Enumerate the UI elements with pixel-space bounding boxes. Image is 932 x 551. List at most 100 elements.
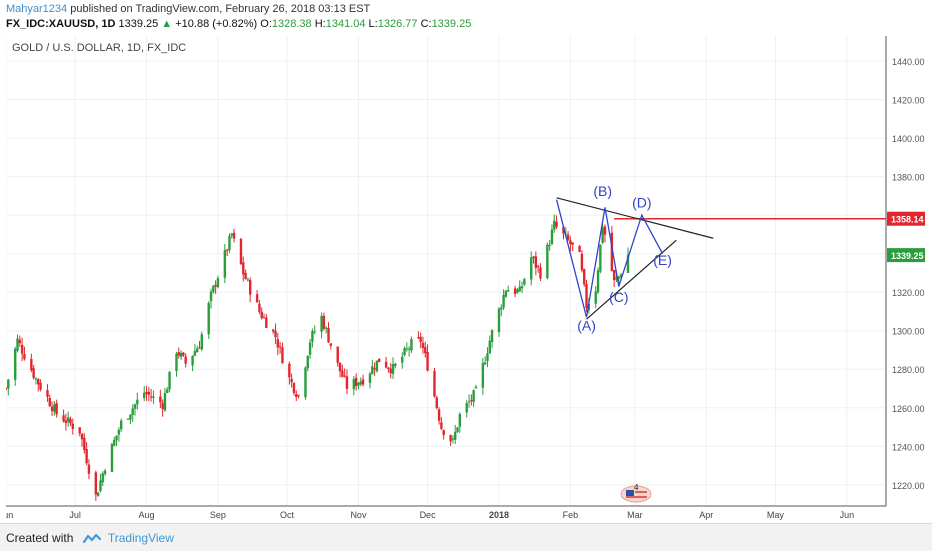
x-tick-label: 2018 [489, 510, 509, 520]
candle-body [242, 262, 245, 275]
candle-body [209, 291, 213, 302]
candle-body [516, 289, 519, 293]
candle-body [23, 353, 26, 360]
flag-icon[interactable]: 4 [620, 483, 652, 503]
candle-body [601, 227, 604, 243]
wave-label: (C) [609, 289, 628, 305]
price-chart[interactable]: (A) (B) (C) (D) (E) 1220.00 1240.00 1260.00 128… [0, 36, 926, 523]
candle-body [518, 286, 521, 292]
candle-body [290, 378, 293, 383]
candle-body [497, 308, 501, 333]
candle-body [96, 492, 100, 497]
last-price-label: 1339.25 [891, 251, 924, 261]
candle-body [612, 270, 616, 281]
candle-body [311, 331, 314, 342]
candle-body [486, 353, 489, 362]
x-tick-label: Apr [699, 510, 713, 520]
x-tick-label: Jul [69, 510, 81, 520]
candle-body [580, 253, 584, 271]
candle-body [500, 307, 503, 310]
candle-body [361, 379, 365, 385]
candle-body [329, 343, 333, 346]
candle-body [504, 290, 508, 297]
candle-body [615, 277, 618, 280]
y-tick-label: 1400.00 [892, 134, 925, 144]
svg-text:4: 4 [634, 483, 639, 492]
chart-background [6, 36, 926, 523]
candle-body [467, 401, 471, 403]
candle-body [83, 437, 86, 451]
candle-body [198, 347, 201, 349]
y-tick-label: 1320.00 [892, 288, 925, 298]
chart-area[interactable]: (A) (B) (C) (D) (E) 1220.00 1240.00 1260.00 128… [0, 36, 926, 523]
chart-title: GOLD / U.S. DOLLAR, 1D, FX_IDC [12, 42, 186, 54]
candle-body [232, 232, 236, 239]
published-text: published on TradingView.com, February 2… [70, 3, 371, 15]
candle-body [368, 373, 372, 383]
candle-body [410, 338, 413, 351]
candle-body [562, 226, 565, 234]
candle-body [451, 438, 455, 440]
candle-body [182, 352, 185, 356]
candle-body [539, 267, 542, 279]
candle-body [546, 244, 549, 279]
candle-body [449, 435, 452, 442]
candle-body [384, 361, 388, 368]
candle-body [78, 427, 81, 434]
candle-body [626, 254, 630, 274]
candle-body [200, 334, 204, 350]
candle-body [308, 342, 312, 355]
candle-body [585, 283, 588, 309]
resistance-price-tag [887, 211, 925, 226]
candle-body [336, 346, 339, 363]
y-tick-label: 1300.00 [892, 327, 925, 337]
candle-body [214, 284, 217, 287]
candle-body [50, 406, 54, 412]
y-tick-label: 1420.00 [892, 96, 925, 106]
lower-trendline [586, 239, 677, 320]
publisher-line: Mahyar1234 published on TradingView.com,… [6, 3, 370, 15]
author-link[interactable]: Mahyar1234 [6, 3, 68, 15]
candle-body [292, 383, 296, 394]
candle-body [594, 291, 597, 304]
x-tick-label: Jun [840, 510, 855, 520]
candle-body [69, 419, 72, 424]
candle-body [62, 415, 65, 422]
tradingview-logo-icon [82, 533, 101, 543]
candle-body [230, 233, 233, 236]
wave-path [555, 199, 664, 318]
candle-body [583, 269, 586, 285]
candle-body [617, 276, 620, 279]
candle-body [437, 409, 441, 421]
candle-body [103, 470, 107, 474]
candle-body [456, 427, 459, 432]
candle-body [184, 356, 187, 364]
candle-body [248, 280, 252, 295]
x-tick-label: Dec [420, 510, 437, 520]
candle-body [483, 362, 487, 365]
wave-label: (E) [653, 252, 672, 268]
candles [4, 214, 630, 501]
candle-body [295, 394, 298, 397]
candle-body [212, 285, 215, 292]
candle-body [216, 278, 220, 288]
candle-body [113, 439, 116, 446]
candle-body [196, 348, 199, 353]
candle-body [465, 403, 468, 413]
candle-body [359, 381, 362, 385]
candle-body [168, 371, 171, 390]
candle-body [371, 366, 374, 375]
open-label: O: [260, 18, 272, 30]
candle-body [48, 398, 51, 407]
close-value: 1339.25 [431, 18, 472, 30]
candle-body [225, 249, 229, 251]
tradingview-brand-link[interactable]: TradingView [107, 531, 174, 545]
candle-body [258, 303, 261, 312]
candle-body [389, 368, 392, 374]
candle-body [255, 294, 259, 303]
candle-body [297, 395, 300, 397]
candle-body [401, 356, 404, 363]
candle-body [145, 392, 148, 394]
candle-body [320, 315, 323, 332]
candle-body [454, 431, 457, 440]
